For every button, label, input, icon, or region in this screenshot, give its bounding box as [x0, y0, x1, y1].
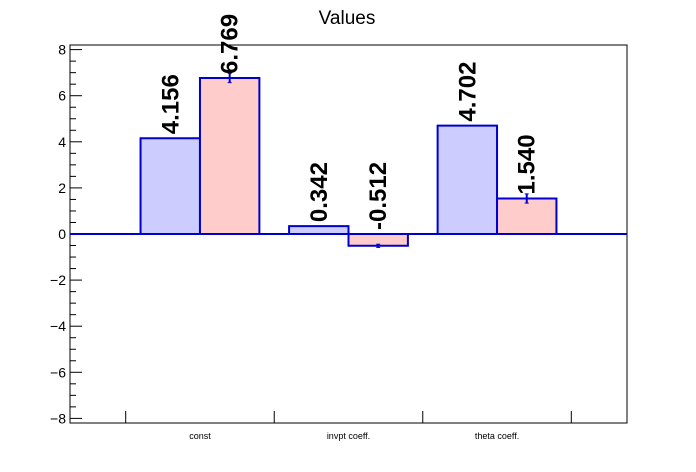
bar [348, 234, 408, 246]
data-label: 4.702 [454, 62, 481, 122]
chart-title: Values [319, 8, 376, 29]
data-label: 6.769 [217, 14, 244, 74]
bar [140, 138, 200, 234]
data-label: -0.512 [365, 162, 392, 230]
data-labels: 4.156 0.342 4.702 6.769 -0.512 1.540 [157, 14, 540, 230]
bar [289, 226, 349, 234]
y-tick-label: −6 [50, 364, 66, 380]
y-tick-label: 4 [58, 134, 66, 150]
bar [497, 198, 557, 234]
y-tick-label: −2 [50, 272, 66, 288]
x-tick-label: theta coeff. [475, 431, 519, 441]
x-tick-label: const [189, 431, 211, 441]
y-tick-label: 8 [58, 42, 66, 58]
data-label: 1.540 [514, 134, 541, 194]
data-label: 4.156 [157, 74, 184, 134]
x-axis: const invpt coeff. theta coeff. [125, 411, 572, 441]
bar [199, 77, 260, 234]
y-tick-label: 2 [58, 180, 66, 196]
y-tick-label: 0 [58, 226, 66, 242]
data-label: 0.342 [306, 162, 333, 222]
y-axis: −8 −6 −4 −2 0 2 4 6 8 [50, 42, 82, 426]
x-tick-label: invpt coeff. [327, 431, 370, 441]
y-tick-label: −8 [50, 410, 66, 426]
bar-outline [288, 225, 350, 234]
y-tick-label: −4 [50, 318, 66, 334]
bars-group [139, 72, 558, 248]
bar [437, 125, 498, 234]
y-tick-label: 6 [58, 88, 66, 104]
bar-outline [436, 124, 499, 234]
